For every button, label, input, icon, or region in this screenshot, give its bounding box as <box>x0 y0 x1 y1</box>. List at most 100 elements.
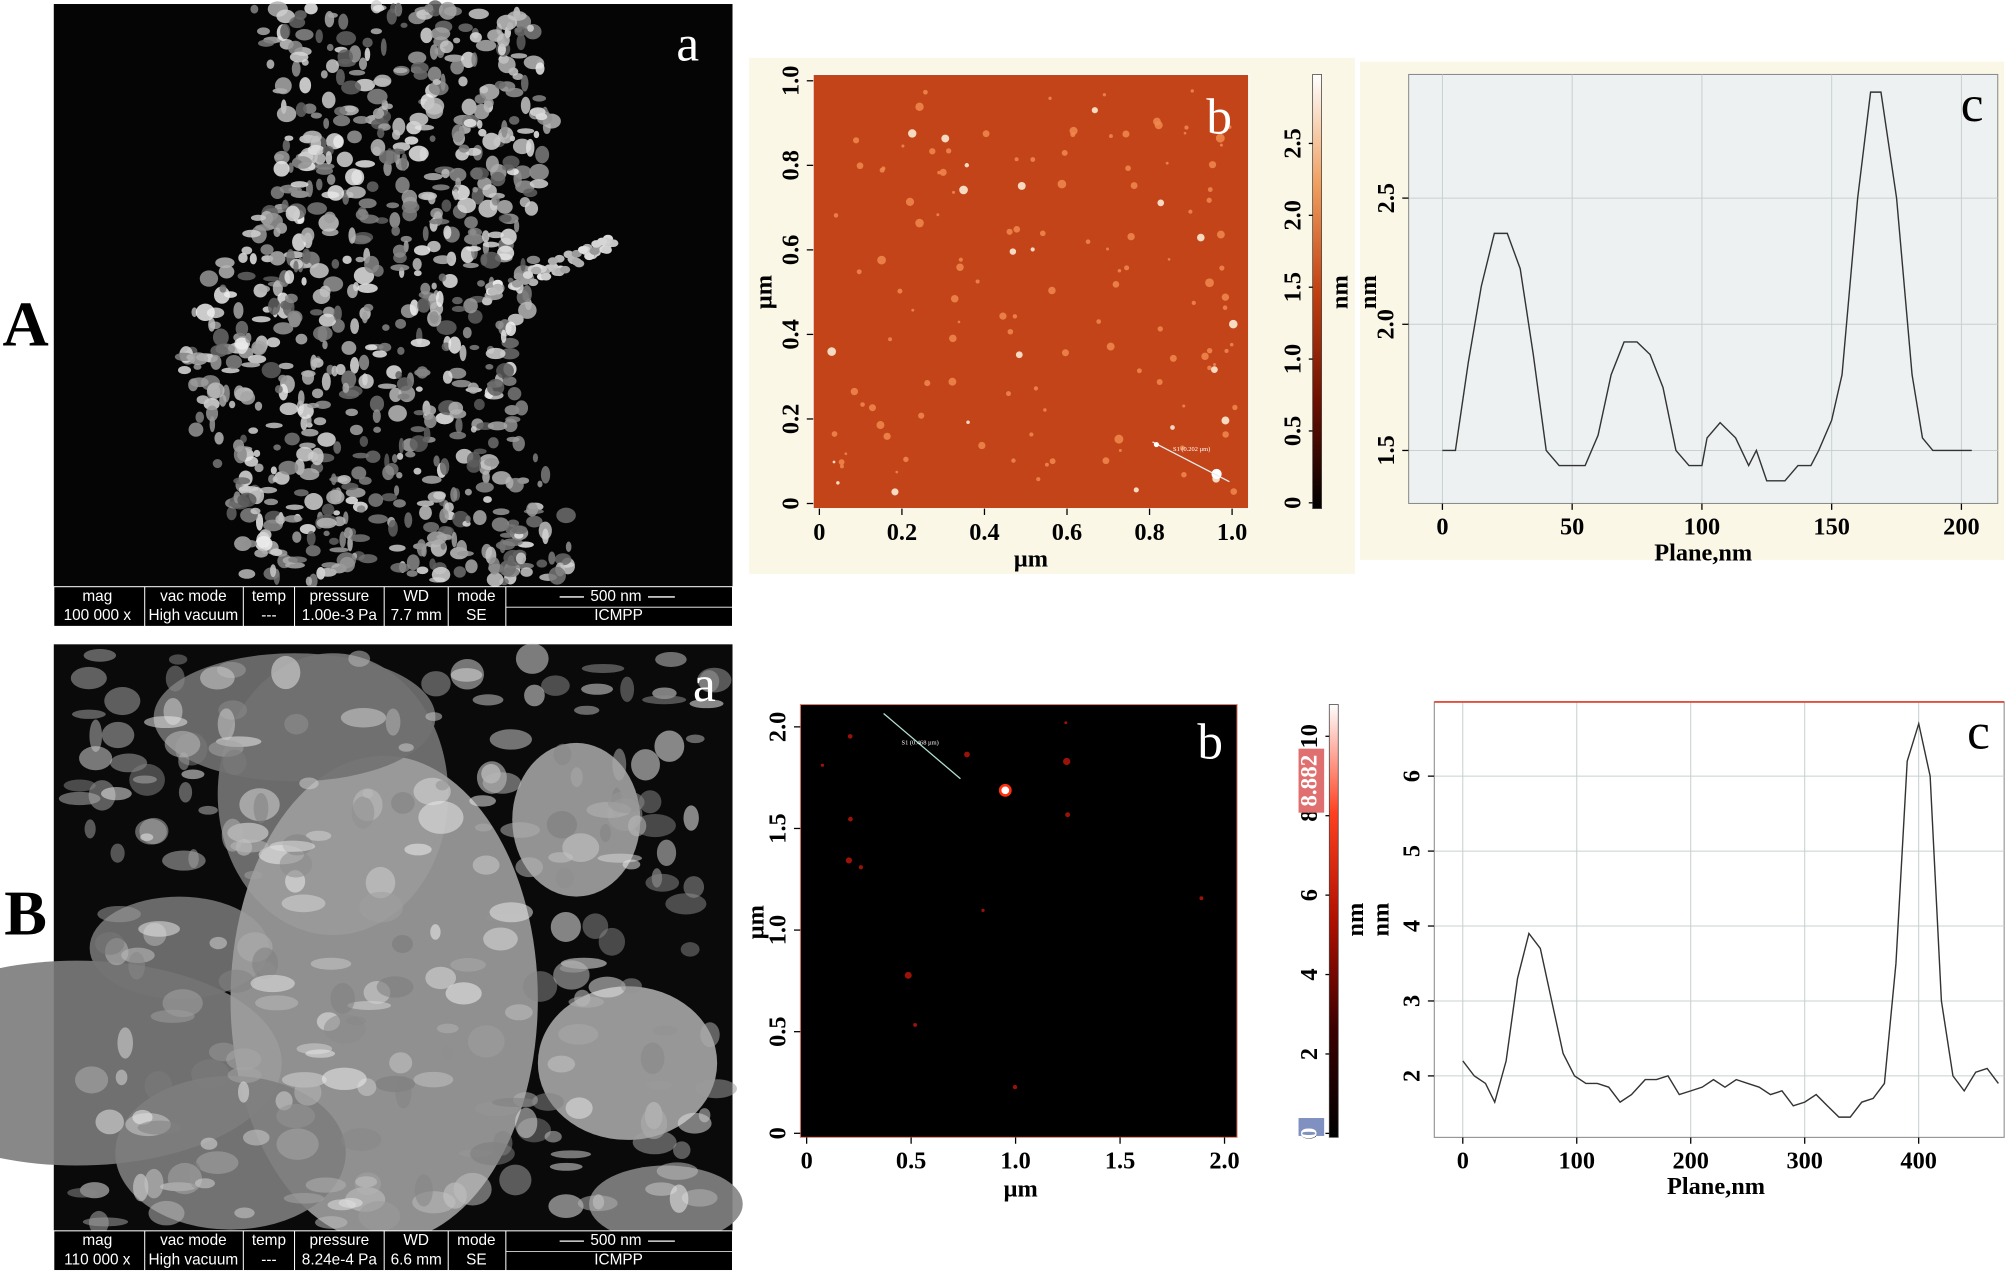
texture <box>598 927 626 956</box>
texture <box>433 255 453 265</box>
texture <box>278 374 288 383</box>
texture <box>683 805 699 831</box>
texture <box>532 1093 564 1111</box>
surface-feature <box>1006 228 1013 235</box>
panel-letter: a <box>676 16 699 73</box>
texture <box>496 200 513 214</box>
texture <box>367 88 388 105</box>
texture <box>424 3 434 13</box>
surface-feature <box>1061 149 1068 156</box>
texture <box>496 362 514 379</box>
sem-image <box>53 0 733 589</box>
texture <box>397 393 410 400</box>
surface-feature <box>1063 757 1071 766</box>
texture <box>275 514 286 525</box>
scan-annotation: S1 (0.202 µm) <box>1173 446 1210 453</box>
texture <box>168 654 188 665</box>
facility: ICMPP <box>594 1251 643 1268</box>
texture <box>464 233 484 245</box>
texture <box>510 53 528 59</box>
texture <box>191 1059 230 1089</box>
texture <box>191 307 198 318</box>
texture <box>288 162 294 174</box>
y-tick-label: 0 <box>777 497 804 509</box>
texture <box>252 947 279 980</box>
texture <box>282 139 291 152</box>
texture <box>547 257 559 265</box>
texture <box>290 181 309 188</box>
info-header: WD <box>403 588 429 605</box>
texture <box>525 138 535 157</box>
texture <box>414 1174 433 1207</box>
x-tick-label: 0.8 <box>1134 519 1164 546</box>
info-value: High vacuum <box>149 607 239 624</box>
texture <box>382 324 390 331</box>
texture <box>442 1094 464 1104</box>
texture <box>259 486 278 494</box>
surface-feature <box>1070 132 1076 138</box>
texture <box>461 98 477 116</box>
surface-feature <box>1190 89 1194 93</box>
texture <box>486 572 504 587</box>
texture <box>487 231 504 239</box>
surface-feature <box>913 1022 918 1027</box>
texture <box>395 176 410 194</box>
surface-feature <box>895 470 899 474</box>
texture <box>314 152 326 165</box>
texture <box>362 37 373 48</box>
texture <box>333 510 341 516</box>
texture <box>612 748 627 781</box>
x-axis-label: Plane,nm <box>1654 539 1752 566</box>
texture <box>431 566 451 583</box>
texture <box>386 202 400 209</box>
texture <box>413 70 428 80</box>
surface-feature <box>836 481 840 485</box>
texture <box>340 1128 382 1152</box>
texture <box>502 155 520 169</box>
texture <box>477 280 485 287</box>
surface-feature <box>950 295 959 303</box>
texture <box>532 453 539 463</box>
texture <box>398 437 405 454</box>
surface-feature <box>1029 432 1034 437</box>
texture <box>279 402 299 416</box>
texture <box>247 354 267 364</box>
y-tick-label: 0.5 <box>764 1016 791 1046</box>
y-axis-label: µm <box>743 905 770 939</box>
texture <box>338 13 349 30</box>
texture <box>416 366 429 379</box>
texture <box>646 1080 673 1090</box>
scale-label: 500 nm <box>590 1232 641 1249</box>
texture <box>654 730 685 762</box>
surface-feature <box>936 213 940 217</box>
texture <box>520 567 533 577</box>
panel-letter: b <box>1197 714 1223 771</box>
texture <box>339 556 355 573</box>
x-tick-label: 50 <box>1560 514 1584 541</box>
texture <box>340 708 387 728</box>
texture <box>451 531 458 548</box>
texture <box>406 554 420 571</box>
y-tick-label: 6 <box>1398 770 1425 782</box>
texture <box>453 189 459 201</box>
sem-field <box>53 4 733 587</box>
colorbar-label: nm <box>1327 275 1354 309</box>
texture <box>581 683 614 695</box>
surface-feature <box>1222 305 1228 310</box>
texture <box>505 321 517 337</box>
texture <box>449 431 467 440</box>
texture <box>474 398 485 411</box>
surface-feature <box>978 441 986 450</box>
texture <box>198 805 218 815</box>
texture <box>165 665 185 692</box>
texture <box>218 265 235 279</box>
texture <box>315 29 323 44</box>
texture <box>421 545 427 557</box>
surface-feature <box>1102 93 1107 97</box>
texture <box>358 476 372 485</box>
texture <box>249 253 257 265</box>
surface-feature <box>939 168 947 176</box>
texture <box>451 305 466 313</box>
surface-feature <box>1013 225 1021 233</box>
surface-feature <box>888 337 893 342</box>
